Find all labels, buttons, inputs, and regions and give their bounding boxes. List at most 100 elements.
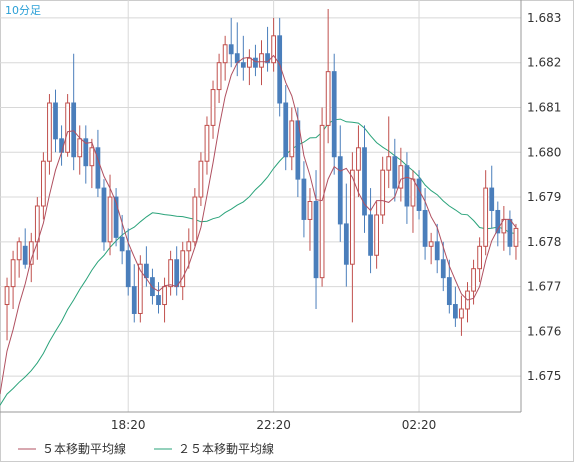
candle-body bbox=[65, 102, 70, 153]
candle-body bbox=[222, 44, 228, 64]
candle-body bbox=[513, 227, 519, 247]
candle-body bbox=[356, 147, 361, 171]
candle-body bbox=[144, 263, 149, 279]
y-tick-label: 1.683 bbox=[527, 11, 561, 25]
candle-body bbox=[113, 196, 119, 238]
candle-body bbox=[192, 196, 198, 243]
candle-body bbox=[477, 245, 482, 270]
candle-body bbox=[41, 160, 46, 207]
y-tick-label: 1.677 bbox=[527, 280, 561, 294]
candle-body bbox=[22, 245, 28, 265]
candle-body bbox=[313, 201, 319, 279]
candle-body bbox=[265, 53, 270, 64]
y-tick-label: 1.682 bbox=[527, 56, 561, 70]
x-tick-label: 22:20 bbox=[256, 418, 291, 432]
candle-body bbox=[34, 205, 40, 243]
y-tick-label: 1.679 bbox=[527, 190, 561, 204]
candle-body bbox=[174, 259, 180, 288]
candle-body bbox=[428, 241, 434, 247]
candle-body bbox=[507, 218, 513, 247]
candle-body bbox=[101, 187, 107, 243]
legend: ５本移動平均線 ２５本移動平均線 bbox=[18, 441, 274, 456]
ma5-line bbox=[0, 54, 517, 395]
candle-body bbox=[434, 241, 440, 261]
candle-body bbox=[186, 241, 192, 252]
candle-body bbox=[95, 147, 101, 189]
candle-body bbox=[228, 44, 234, 55]
candle-body bbox=[216, 62, 222, 91]
candle-body bbox=[53, 102, 58, 140]
legend-label: ５本移動平均線 bbox=[42, 441, 126, 456]
candle-body bbox=[283, 102, 289, 158]
candle-body bbox=[386, 156, 392, 171]
x-tick-label: 02:20 bbox=[402, 418, 437, 432]
candle-body bbox=[240, 62, 246, 68]
candle-body bbox=[107, 196, 113, 243]
candle-body bbox=[453, 304, 458, 319]
candle-body bbox=[89, 147, 95, 167]
candle-body bbox=[410, 178, 416, 207]
candle-body bbox=[495, 209, 501, 234]
y-tick-label: 1.676 bbox=[527, 324, 561, 338]
candle-body bbox=[83, 138, 89, 167]
candle-body bbox=[4, 286, 10, 306]
candle-body bbox=[47, 102, 52, 162]
candle-body bbox=[16, 241, 22, 261]
candle-body bbox=[368, 214, 373, 256]
y-tick-label: 1.675 bbox=[527, 369, 561, 383]
candle-body bbox=[380, 169, 386, 216]
candle-body bbox=[119, 236, 125, 252]
grid bbox=[0, 0, 521, 412]
candle-body bbox=[137, 263, 143, 314]
candle-body bbox=[198, 160, 204, 198]
candle-body bbox=[168, 259, 173, 288]
candle-body bbox=[319, 124, 325, 279]
candle-body bbox=[331, 71, 337, 158]
candle-body bbox=[253, 57, 258, 68]
candle-body bbox=[271, 35, 276, 64]
candle-body bbox=[483, 187, 489, 247]
candle-body bbox=[440, 259, 446, 279]
candle-body bbox=[343, 223, 349, 265]
candle-body bbox=[156, 295, 161, 306]
candle-body bbox=[289, 120, 295, 158]
y-axis: 1.675 1.676 1.677 1.678 1.679 1.680 1.681 1.682… bbox=[520, 0, 561, 412]
y-tick-label: 1.680 bbox=[527, 145, 561, 159]
candle-body bbox=[301, 178, 307, 220]
candle-body bbox=[247, 57, 252, 68]
candle-body bbox=[259, 53, 264, 68]
candle-body bbox=[350, 169, 355, 265]
x-axis: 18:20 22:20 02:20 bbox=[0, 411, 521, 432]
candle-body bbox=[362, 147, 367, 216]
candle-body bbox=[10, 259, 16, 288]
ma25-series bbox=[0, 118, 517, 406]
candle-body bbox=[162, 286, 167, 306]
candle-body bbox=[398, 165, 404, 189]
candle-body bbox=[210, 89, 216, 126]
candle-body bbox=[307, 201, 313, 220]
y-tick-label: 1.678 bbox=[527, 235, 561, 249]
x-tick-label: 18:20 bbox=[111, 418, 146, 432]
candle-body bbox=[131, 286, 137, 314]
candle-body bbox=[422, 209, 428, 247]
y-tick-label: 1.681 bbox=[527, 100, 561, 114]
legend-label: ２５本移動平均線 bbox=[178, 441, 274, 456]
ma25-line bbox=[0, 118, 517, 406]
candle-body bbox=[446, 277, 452, 306]
candle-body bbox=[59, 138, 64, 153]
candles bbox=[4, 8, 519, 341]
candle-body bbox=[71, 102, 77, 158]
candle-body bbox=[404, 165, 410, 207]
candle-body bbox=[392, 156, 398, 189]
candle-body bbox=[77, 138, 83, 158]
timeframe-label: 10分足 bbox=[5, 4, 41, 17]
candle-body bbox=[459, 308, 464, 319]
candle-body bbox=[150, 277, 155, 297]
candle-body bbox=[416, 178, 422, 211]
candle-body bbox=[204, 124, 210, 162]
candle-body bbox=[489, 187, 495, 211]
candle-body bbox=[180, 250, 186, 288]
